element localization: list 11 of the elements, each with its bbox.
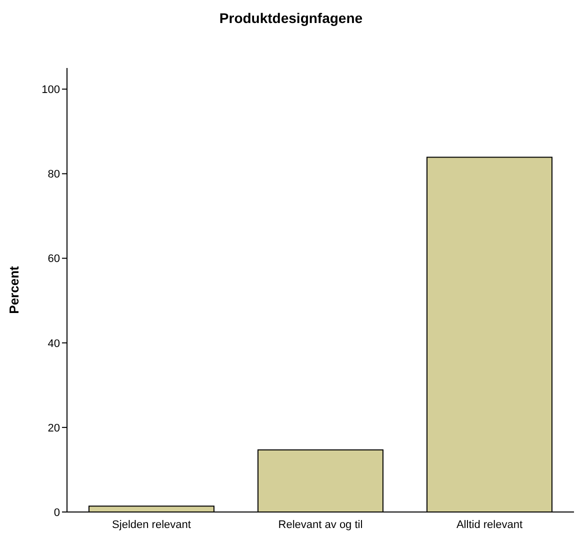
y-tick-label: 80 bbox=[48, 168, 60, 181]
y-tick-label: 0 bbox=[54, 506, 60, 519]
y-tick-label: 100 bbox=[42, 84, 60, 96]
y-tick-label: 20 bbox=[48, 422, 60, 434]
chart-title: Produktdesignfagene bbox=[218, 9, 364, 28]
x-tick-label: Alltid relevant bbox=[456, 518, 523, 531]
y-tick-label: 60 bbox=[48, 253, 60, 266]
x-tick-label: Relevant av og til bbox=[278, 518, 363, 531]
x-tick-label: Sjelden relevant bbox=[112, 518, 191, 531]
y-tick-label: 40 bbox=[48, 338, 60, 350]
y-axis-title: Percent bbox=[6, 265, 22, 314]
